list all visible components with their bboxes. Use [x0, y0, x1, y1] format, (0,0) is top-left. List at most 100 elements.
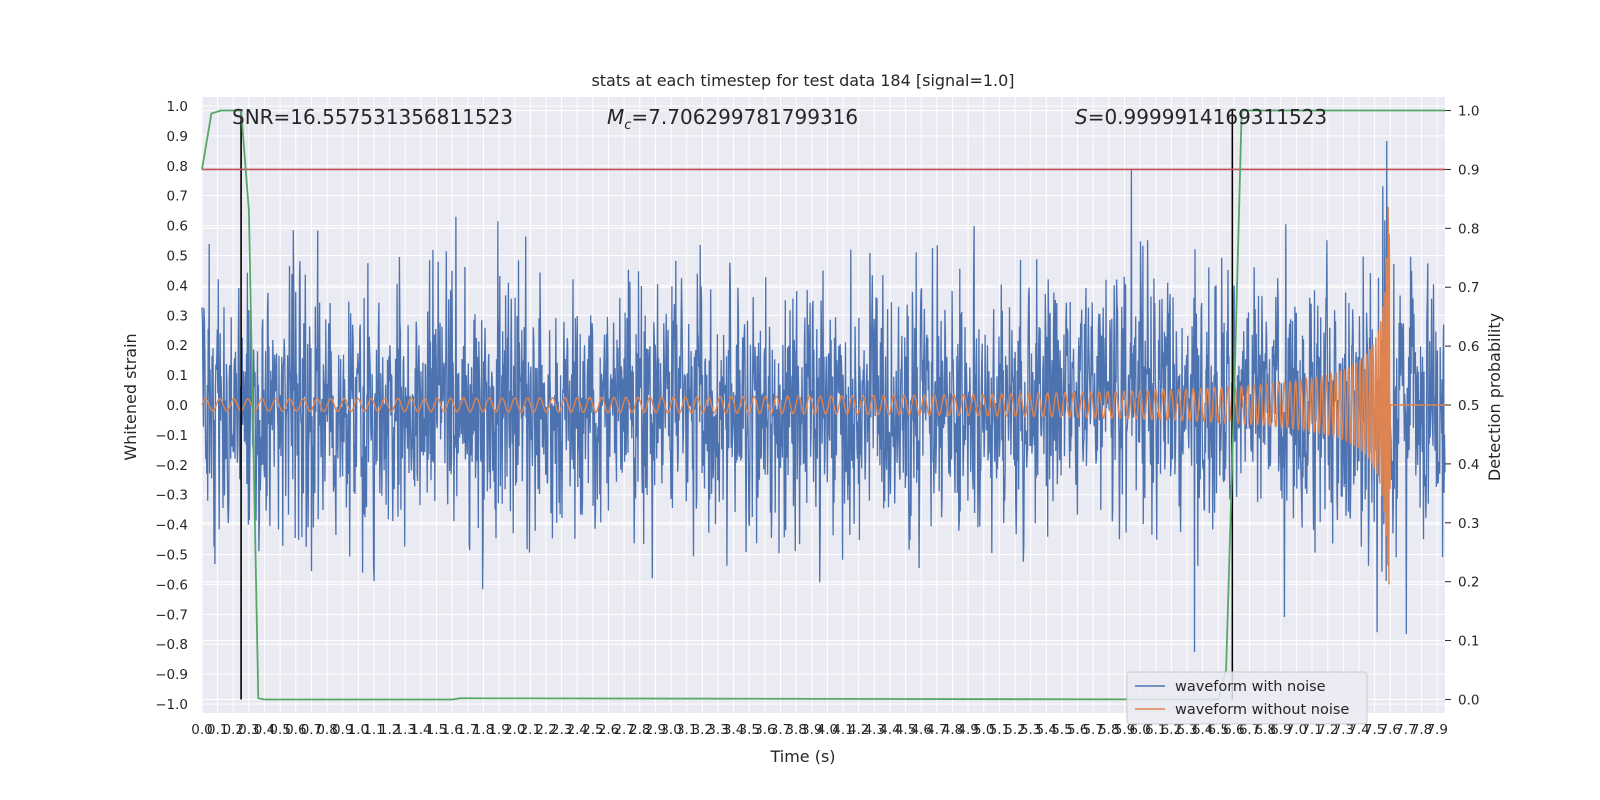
- mc-value: =7.706299781799316: [631, 105, 858, 129]
- x-tick-24: 2.4: [567, 722, 588, 738]
- y-tick-left-6: 0.4: [167, 278, 188, 294]
- x-tick-42: 4.2: [848, 722, 869, 738]
- x-tick-35: 3.5: [738, 722, 759, 738]
- x-tick-70: 7.0: [1286, 722, 1307, 738]
- x-tick-10: 1.0: [348, 722, 369, 738]
- x-tick-72: 7.2: [1317, 722, 1338, 738]
- y-tick-right-0: 1.0: [1458, 104, 1479, 120]
- noise-line: [201, 140, 1446, 653]
- y-axis-right-ticks: 1.0 0.9 0.8 0.7 0.6 0.5 0.4 0.3 0.2 0.1 0.0: [1445, 104, 1479, 708]
- x-tick-29: 2.9: [645, 722, 666, 738]
- x-tick-53: 5.3: [1020, 722, 1041, 738]
- x-tick-40: 4.0: [817, 722, 838, 738]
- legend: waveform with noise waveform without noi…: [1126, 671, 1368, 725]
- x-tick-37: 3.7: [770, 722, 791, 738]
- s-value: =0.9999914169311523: [1088, 105, 1327, 129]
- x-tick-45: 4.5: [895, 722, 916, 738]
- x-tick-23: 2.3: [551, 722, 572, 738]
- vertical-markers: [240, 110, 1234, 700]
- x-tick-26: 2.6: [598, 722, 619, 738]
- y-tick-left-2: 0.8: [167, 159, 188, 175]
- legend-label-noise: waveform with noise: [1175, 679, 1326, 695]
- x-tick-8: 0.8: [316, 722, 337, 738]
- x-tick-58: 5.8: [1098, 722, 1119, 738]
- chirp-mass-annotation: Mc=7.706299781799316: [607, 105, 858, 133]
- x-tick-68: 6.8: [1254, 722, 1275, 738]
- y-tick-right-8: 0.2: [1458, 575, 1479, 591]
- y-tick-left-16: −0.6: [155, 577, 188, 593]
- x-tick-51: 5.1: [989, 722, 1010, 738]
- x-tick-16: 1.6: [441, 722, 462, 738]
- y-tick-left-17: −0.7: [155, 607, 188, 623]
- x-tick-4: 0.4: [254, 722, 275, 738]
- x-tick-48: 4.8: [942, 722, 963, 738]
- x-tick-66: 6.6: [1223, 722, 1244, 738]
- x-tick-36: 3.6: [754, 722, 775, 738]
- chart-title: stats at each timestep for test data 184…: [591, 71, 1014, 90]
- x-tick-33: 3.3: [707, 722, 728, 738]
- y-tick-right-6: 0.4: [1458, 457, 1479, 473]
- x-tick-78: 7.8: [1411, 722, 1432, 738]
- x-tick-59: 5.9: [1114, 722, 1135, 738]
- x-tick-44: 4.4: [879, 722, 900, 738]
- series-waveform-with-noise: [201, 140, 1446, 653]
- y-tick-left-9: 0.1: [167, 368, 188, 384]
- x-tick-38: 3.8: [785, 722, 806, 738]
- x-tick-52: 5.2: [1004, 722, 1025, 738]
- x-tick-43: 4.3: [864, 722, 885, 738]
- y-tick-right-4: 0.6: [1458, 339, 1479, 355]
- x-tick-27: 2.7: [613, 722, 634, 738]
- x-tick-60: 6.0: [1129, 722, 1150, 738]
- y-tick-right-9: 0.1: [1458, 634, 1479, 650]
- x-tick-50: 5.0: [973, 722, 994, 738]
- x-tick-1: 0.1: [207, 722, 228, 738]
- x-tick-55: 5.5: [1051, 722, 1072, 738]
- x-tick-69: 6.9: [1270, 722, 1291, 738]
- y-tick-left-7: 0.3: [167, 308, 188, 324]
- y-axis-right-label: Detection probability: [1485, 313, 1504, 481]
- x-tick-46: 4.6: [910, 722, 931, 738]
- x-tick-12: 1.2: [379, 722, 400, 738]
- y-tick-left-1: 0.9: [167, 129, 188, 145]
- legend-label-clean: waveform without noise: [1175, 702, 1349, 718]
- x-tick-28: 2.8: [629, 722, 650, 738]
- y-tick-left-3: 0.7: [167, 189, 188, 205]
- mc-subscript: c: [624, 118, 631, 133]
- y-axis-left-ticks: 1.0 0.9 0.8 0.7 0.6 0.5 0.4 0.3 0.2 0.1 0.0 −0.1 −0.…: [155, 99, 188, 713]
- x-tick-11: 1.1: [363, 722, 384, 738]
- y-tick-left-0: 1.0: [167, 99, 188, 115]
- x-tick-6: 0.6: [285, 722, 306, 738]
- x-tick-15: 1.5: [426, 722, 447, 738]
- y-tick-left-11: −0.1: [155, 428, 188, 444]
- x-tick-17: 1.7: [457, 722, 478, 738]
- x-tick-61: 6.1: [1145, 722, 1166, 738]
- y-tick-right-2: 0.8: [1458, 221, 1479, 237]
- y-axis-label: Whitened strain: [121, 333, 140, 460]
- y-tick-left-10: 0.0: [167, 398, 188, 414]
- x-tick-30: 3.0: [660, 722, 681, 738]
- x-tick-39: 3.9: [801, 722, 822, 738]
- x-tick-20: 2.0: [504, 722, 525, 738]
- y-tick-right-3: 0.7: [1458, 280, 1479, 296]
- y-tick-right-1: 0.9: [1458, 162, 1479, 178]
- x-tick-71: 7.1: [1301, 722, 1322, 738]
- probability-line: [201, 109, 1445, 701]
- x-tick-18: 1.8: [473, 722, 494, 738]
- y-tick-left-4: 0.6: [167, 219, 188, 235]
- y-tick-left-13: −0.3: [155, 488, 188, 504]
- y-tick-right-7: 0.3: [1458, 516, 1479, 532]
- clean-line: [201, 206, 1445, 585]
- snr-annotation: SNR=16.557531356811523: [232, 105, 513, 129]
- x-tick-13: 1.3: [395, 722, 416, 738]
- x-tick-25: 2.5: [582, 722, 603, 738]
- x-tick-22: 2.2: [535, 722, 556, 738]
- x-tick-79: 7.9: [1426, 722, 1447, 738]
- series-detection-probability: [201, 109, 1445, 701]
- x-tick-74: 7.4: [1348, 722, 1369, 738]
- x-tick-73: 7.3: [1333, 722, 1354, 738]
- x-tick-0: 0.0: [191, 722, 212, 738]
- y-tick-left-5: 0.5: [167, 248, 188, 264]
- x-axis-ticks: 0.00.10.20.30.40.50.60.70.80.91.01.11.21…: [191, 722, 1448, 738]
- x-tick-3: 0.3: [238, 722, 259, 738]
- mc-symbol: M: [607, 105, 624, 129]
